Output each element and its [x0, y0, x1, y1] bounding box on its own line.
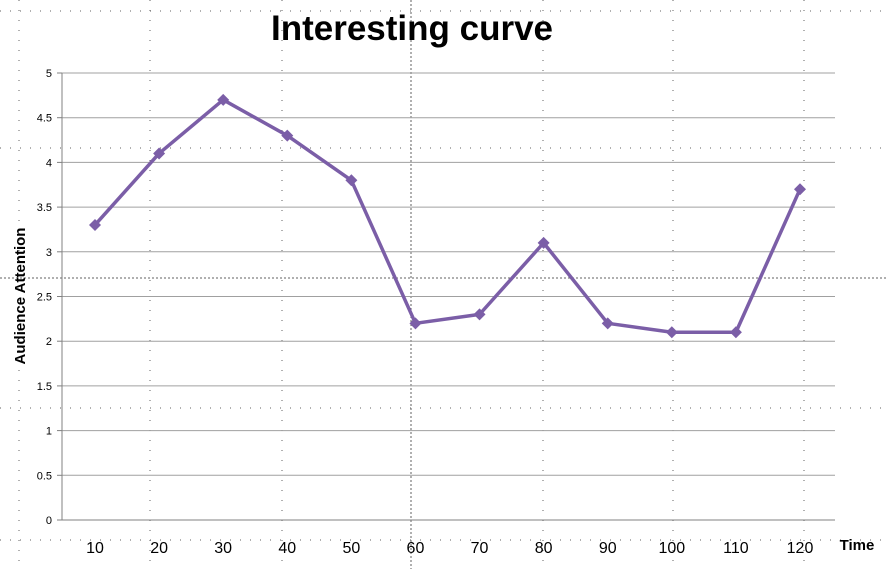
- data-point-marker: [794, 183, 806, 196]
- x-tick-label: 120: [787, 540, 814, 557]
- y-tick-label: 3.5: [37, 202, 52, 214]
- data-point-marker: [217, 93, 230, 106]
- x-tick-labels: 10 20 30 40 50 60 70 80 90 100 110 120: [86, 540, 813, 557]
- x-tick-label: 10: [86, 540, 104, 557]
- x-tick-label: 70: [471, 540, 489, 557]
- data-point-marker: [153, 147, 166, 160]
- x-tick-label: 20: [150, 540, 168, 557]
- x-tick-label: 110: [723, 540, 749, 557]
- data-point-marker: [89, 218, 101, 231]
- series-line: [93, 98, 802, 335]
- x-tick-label: 100: [658, 540, 685, 557]
- y-tick-label: 5: [46, 68, 52, 80]
- data-point-marker: [281, 129, 294, 142]
- x-tick-label: 80: [535, 540, 553, 557]
- series-attention: [89, 93, 806, 339]
- y-tick-label: 1.5: [37, 381, 52, 393]
- y-tick-label: 0: [46, 515, 52, 527]
- data-point-marker: [537, 236, 550, 249]
- y-tick-label: 4.5: [37, 113, 52, 125]
- data-point-marker: [409, 317, 422, 330]
- y-tick-label: 3: [46, 247, 52, 259]
- x-tick-label: 50: [342, 540, 360, 557]
- data-point-marker: [601, 317, 614, 330]
- y-tick-labels: 0 0.5 1 1.5 2 2.5 3 3.5 4 4.5 5: [37, 68, 52, 527]
- y-axis-label: Audience Attention: [12, 228, 29, 365]
- x-tick-label: 90: [599, 540, 617, 557]
- data-point-marker: [473, 308, 486, 321]
- axes: [57, 72, 835, 521]
- chart-title: Interesting curve: [271, 9, 553, 48]
- data-point-marker: [729, 326, 742, 339]
- grid-lines: [62, 72, 835, 476]
- x-tick-label: 60: [407, 540, 425, 557]
- y-tick-label: 2: [46, 336, 52, 348]
- data-point-marker: [665, 326, 678, 339]
- x-tick-label: 30: [214, 540, 232, 557]
- y-tick-label: 0.5: [37, 470, 52, 482]
- data-point-marker: [345, 174, 358, 187]
- x-axis-label: Time: [840, 537, 875, 554]
- y-tick-label: 2.5: [37, 292, 52, 304]
- y-tick-label: 4: [46, 157, 52, 169]
- x-tick-label: 40: [278, 540, 296, 557]
- y-tick-label: 1: [46, 426, 52, 438]
